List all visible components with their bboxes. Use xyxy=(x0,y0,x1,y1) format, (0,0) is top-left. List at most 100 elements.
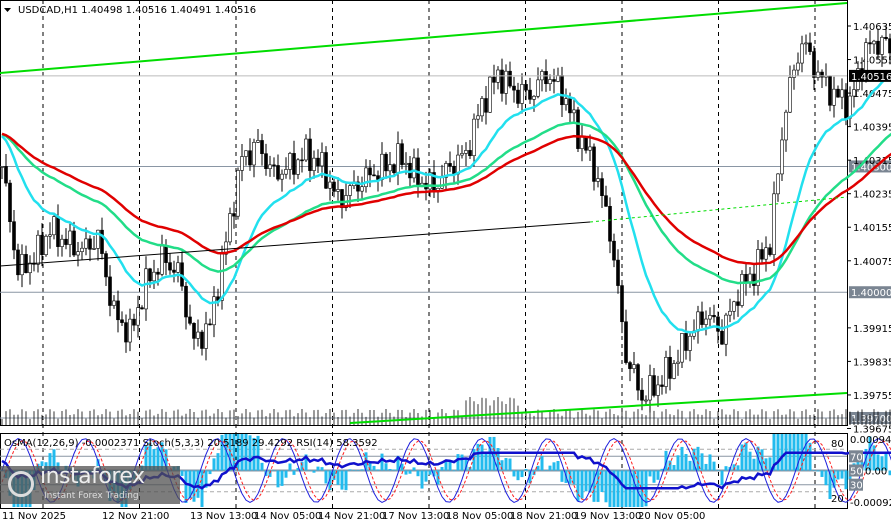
osma-bar xyxy=(536,465,540,471)
candle-body xyxy=(788,77,792,113)
candle-body xyxy=(844,89,848,119)
candle-body xyxy=(568,98,572,114)
candle-body xyxy=(768,247,772,255)
candle-body xyxy=(0,166,4,168)
osma-bar xyxy=(692,448,696,471)
candle-body xyxy=(112,300,116,306)
candle-body xyxy=(504,70,508,94)
osma-bar xyxy=(212,458,216,471)
osma-bar xyxy=(476,443,480,471)
candle-body xyxy=(248,150,252,166)
osma-bar xyxy=(812,470,816,471)
osma-bar xyxy=(484,451,488,471)
candle-body xyxy=(148,268,152,282)
stoch-level-label: 20 xyxy=(831,494,844,505)
osma-bar xyxy=(308,470,312,472)
instaforex-watermark: instaforex Instant Forex Trading xyxy=(0,464,180,504)
osma-bar xyxy=(880,456,884,471)
candle-body xyxy=(96,229,100,249)
osma-bar xyxy=(508,458,512,471)
candle-body xyxy=(676,361,680,364)
candle-body xyxy=(44,235,48,256)
candle-body xyxy=(628,362,632,369)
candle-body xyxy=(680,333,684,363)
osma-bar xyxy=(876,454,880,471)
osma-bar xyxy=(300,461,304,471)
osma-bar xyxy=(324,470,328,484)
osma-bar xyxy=(664,450,668,471)
osma-bar xyxy=(620,470,624,507)
osma-bar xyxy=(680,446,684,471)
candle-body xyxy=(484,98,488,113)
osma-bar xyxy=(668,460,672,471)
osma-bar xyxy=(332,470,336,480)
osma-bar xyxy=(820,470,824,477)
candle-body xyxy=(580,136,584,149)
candle-body xyxy=(212,296,216,326)
candle-body xyxy=(320,152,324,167)
candle-body xyxy=(712,315,716,318)
level-label: 1.39700 xyxy=(851,414,891,425)
candle-body xyxy=(340,189,344,209)
candle-body xyxy=(136,307,140,326)
candle-body xyxy=(792,69,796,78)
candle-body xyxy=(312,157,316,171)
osma-bar xyxy=(836,470,840,480)
osma-bar xyxy=(328,470,332,491)
osma-bar xyxy=(576,470,580,502)
candle-body xyxy=(760,249,764,260)
candle-body xyxy=(544,71,548,85)
candle-body xyxy=(528,89,532,100)
candle-body xyxy=(400,143,404,165)
osma-bar xyxy=(480,444,484,471)
osma-bar xyxy=(660,468,664,471)
candle-body xyxy=(60,238,64,247)
candle-body xyxy=(880,36,884,55)
candle-body xyxy=(348,185,352,196)
osma-bar xyxy=(420,470,424,489)
price-tick-label: 1.40395 xyxy=(853,123,891,134)
osma-bar xyxy=(236,434,240,471)
support-trendline xyxy=(0,221,591,267)
osma-bar xyxy=(516,470,520,481)
candle-body xyxy=(84,238,88,249)
candle-body xyxy=(396,143,400,173)
candle-body xyxy=(104,253,108,278)
osma-bar xyxy=(700,453,704,471)
candle-body xyxy=(704,318,708,325)
osma-bar xyxy=(544,470,548,471)
candle-body xyxy=(388,164,392,172)
candle-body xyxy=(720,330,724,345)
osma-bar xyxy=(248,435,252,471)
candle-body xyxy=(888,38,891,54)
candle-body xyxy=(188,316,192,324)
candle-body xyxy=(360,186,364,192)
osma-min-label: -0.000921 xyxy=(850,498,891,509)
main-frame xyxy=(0,0,848,426)
osma-bar xyxy=(336,470,340,485)
osma-bar xyxy=(708,454,712,471)
ma-cyan-line xyxy=(1,74,891,334)
candle-body xyxy=(140,307,144,310)
candle-body xyxy=(700,311,704,325)
candle-body xyxy=(132,318,136,326)
candle-body xyxy=(252,142,256,166)
candle-body xyxy=(756,249,760,286)
osma-bar xyxy=(676,455,680,471)
osma-bar xyxy=(360,469,364,471)
osma-bar xyxy=(312,470,316,473)
osma-bar xyxy=(608,470,612,507)
osma-bar xyxy=(672,465,676,471)
candle-body xyxy=(596,178,600,182)
osma-bar xyxy=(428,470,432,475)
osma-bar xyxy=(340,470,344,490)
candle-body xyxy=(76,251,80,256)
candle-body xyxy=(372,174,376,177)
candle-body xyxy=(380,153,384,180)
osma-bar xyxy=(444,461,448,471)
candle-body xyxy=(732,301,736,312)
rsi-level-badge xyxy=(849,464,863,477)
osma-bar xyxy=(240,434,244,471)
osma-bar xyxy=(832,470,836,488)
